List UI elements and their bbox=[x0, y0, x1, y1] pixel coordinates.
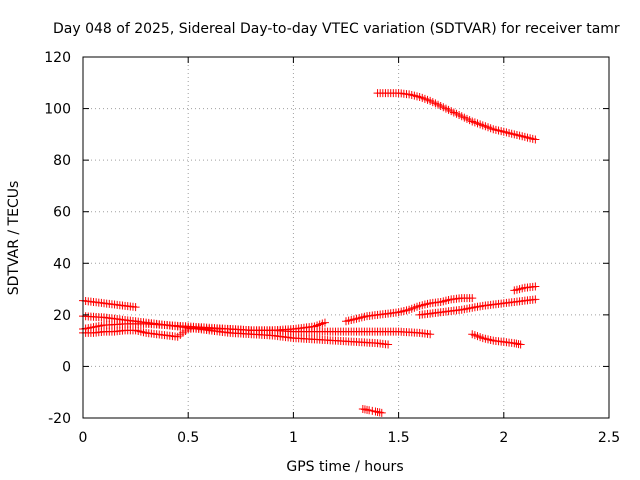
y-tick-label: 60 bbox=[53, 205, 71, 221]
x-axis-label: GPS time / hours bbox=[286, 459, 403, 475]
x-tick-label: 1.5 bbox=[387, 430, 409, 446]
data-points bbox=[79, 89, 540, 417]
y-tick-label: 0 bbox=[62, 359, 71, 375]
grid bbox=[83, 57, 609, 418]
data-point bbox=[531, 282, 540, 291]
y-tick-label: 40 bbox=[53, 256, 71, 272]
data-point bbox=[531, 295, 540, 304]
series-arc-7 bbox=[468, 330, 525, 349]
series-arc-9 bbox=[358, 404, 386, 417]
data-point bbox=[377, 408, 386, 417]
data-point bbox=[426, 330, 435, 339]
y-tick-label: 20 bbox=[53, 308, 71, 324]
series-arc-4 bbox=[79, 318, 329, 341]
y-tick-label: -20 bbox=[48, 411, 71, 427]
series-arc-10 bbox=[373, 89, 540, 144]
data-point bbox=[531, 135, 540, 144]
x-tick-label: 2.5 bbox=[598, 430, 620, 446]
series-arc-6 bbox=[415, 295, 540, 319]
data-point bbox=[516, 340, 525, 349]
x-tick-label: 2 bbox=[499, 430, 508, 446]
series-arc-5 bbox=[342, 294, 477, 326]
plot-frame bbox=[82, 56, 610, 419]
data-point bbox=[131, 303, 140, 312]
data-point bbox=[320, 318, 329, 327]
data-point bbox=[384, 340, 393, 349]
y-axis-label: SDTVAR / TECUs bbox=[6, 181, 22, 296]
y-tick-label: 100 bbox=[44, 102, 71, 118]
y-tick-label: 80 bbox=[53, 153, 71, 169]
data-point bbox=[468, 294, 477, 303]
x-tick-label: 0 bbox=[79, 430, 88, 446]
series-arc-8 bbox=[510, 282, 540, 295]
y-tick-label: 120 bbox=[44, 50, 71, 66]
x-tick-label: 0.5 bbox=[177, 430, 199, 446]
chart-title: Day 048 of 2025, Sidereal Day-to-day VTE… bbox=[53, 21, 620, 37]
x-tick-label: 1 bbox=[289, 430, 298, 446]
axis-ticks: 0 0.5 1 1.5 2 2.5 -20 0 20 40 60 80 100 120 bbox=[44, 50, 620, 446]
